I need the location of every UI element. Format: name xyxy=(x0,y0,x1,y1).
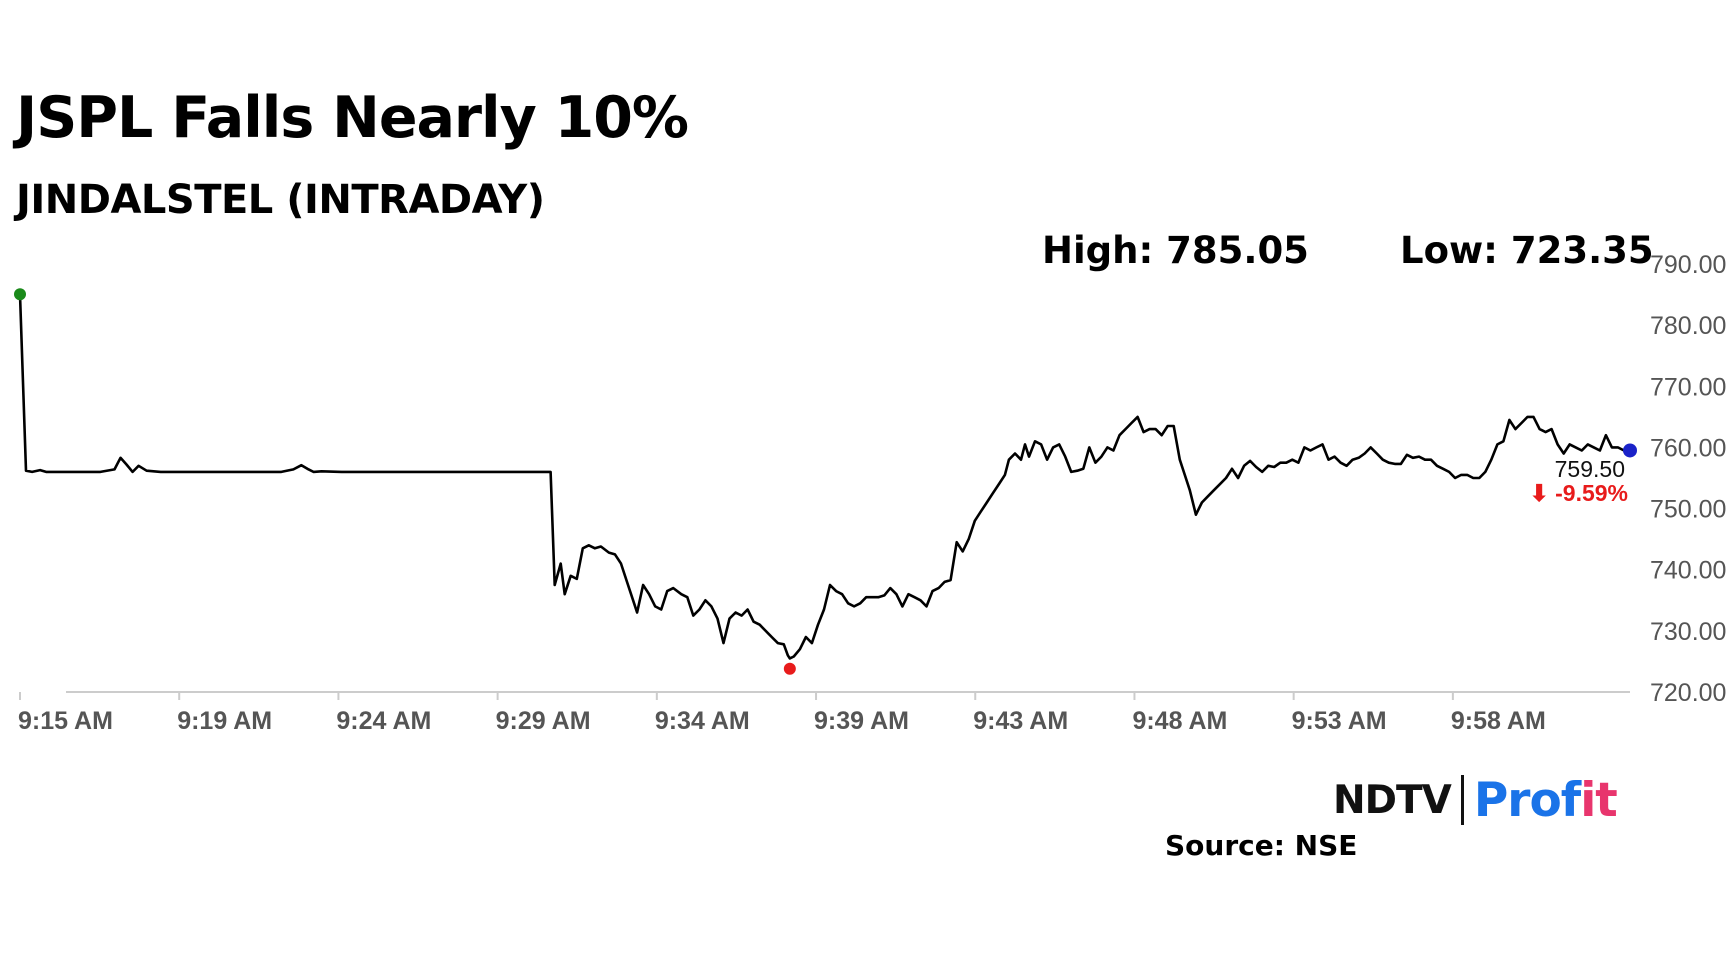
x-tick-label: 9:19 AM xyxy=(177,707,272,735)
x-tick-label: 9:58 AM xyxy=(1451,707,1546,735)
logo-ndtv-text: NDTV xyxy=(1333,777,1452,823)
y-tick-label: 790.00 xyxy=(1650,251,1726,279)
x-tick-label: 9:43 AM xyxy=(973,707,1068,735)
logo-profit-blue: Prof xyxy=(1473,772,1581,828)
price-line xyxy=(18,294,1628,660)
y-tick-label: 780.00 xyxy=(1650,312,1726,340)
x-tick-label: 9:39 AM xyxy=(814,707,909,735)
chart-title: JSPL Falls Nearly 10% xyxy=(16,85,689,151)
ndtv-profit-logo: NDTV Profit xyxy=(1333,772,1618,828)
y-tick-label: 760.00 xyxy=(1650,434,1726,462)
source-note: Source: NSE xyxy=(1165,829,1358,862)
x-tick-label: 9:53 AM xyxy=(1292,707,1387,735)
y-axis: 720.00 730.00 740.00 750.00 760.00 770.00 780.… xyxy=(1650,251,1726,707)
x-tick-label: 9:29 AM xyxy=(496,707,591,735)
change-percent-label: ⬇ -9.59% xyxy=(1529,480,1628,506)
x-tick-label: 9:48 AM xyxy=(1132,707,1227,735)
y-tick-label: 750.00 xyxy=(1650,496,1726,524)
y-tick-label: 730.00 xyxy=(1650,618,1726,646)
y-tick-label: 740.00 xyxy=(1650,557,1726,585)
day-low-dot xyxy=(783,662,796,675)
x-tick-label: 9:34 AM xyxy=(655,707,750,735)
logo-profit-pink: it xyxy=(1580,772,1618,828)
x-tick-label: 9:24 AM xyxy=(336,707,431,735)
y-tick-label: 720.00 xyxy=(1650,679,1726,707)
x-tick-label: 9:15 AM xyxy=(18,707,113,735)
y-tick-label: 770.00 xyxy=(1650,373,1726,401)
logo-profit-text: Profit xyxy=(1473,772,1618,828)
high-stat: High: 785.05 xyxy=(1042,229,1309,272)
open-price-dot xyxy=(14,288,26,301)
x-axis: 9:15 AM 9:19 AM 9:24 AM 9:29 AM 9:34 AM 9:39 … xyxy=(18,692,1546,735)
low-stat: Low: 723.35 xyxy=(1400,229,1654,272)
logo-divider xyxy=(1460,775,1464,825)
chart-subtitle: JINDALSTEL (INTRADAY) xyxy=(16,177,545,223)
last-price-dot xyxy=(1623,443,1637,458)
last-price-label: 759.50 xyxy=(1555,456,1625,482)
